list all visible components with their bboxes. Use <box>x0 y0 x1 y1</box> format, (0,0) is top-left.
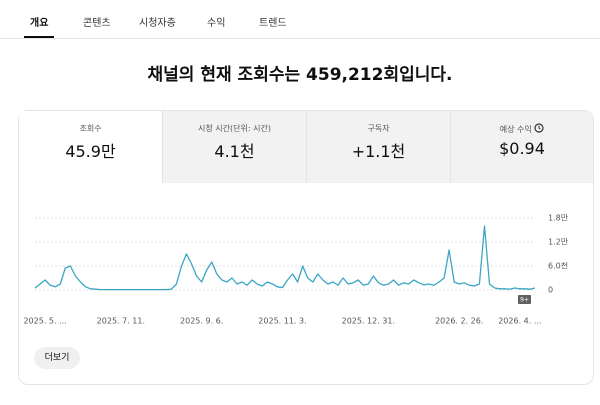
badge-bg <box>518 295 531 304</box>
x-tick-label: 2025. 11. 3. <box>258 317 306 326</box>
metric-tile[interactable]: 예상 수익 $0.94 <box>451 111 593 183</box>
more-button[interactable]: 더보기 <box>34 347 80 369</box>
y-tick-label: 0 <box>548 286 553 295</box>
x-tick-label: 2026. 2. 26. <box>435 317 483 326</box>
metric-value: 4.1천 <box>214 142 255 161</box>
x-tick-label: 2025. 5. ... <box>23 317 66 326</box>
clock-icon <box>534 123 544 133</box>
badge: 9+ <box>520 297 529 304</box>
y-tick-label: 1.2만 <box>548 238 569 247</box>
metric-value: $0.94 <box>499 139 545 158</box>
y-tick-label: 1.8만 <box>548 214 569 223</box>
metric-label: 구독자 <box>367 124 390 133</box>
tab-divider <box>0 38 600 39</box>
tab[interactable]: 시청자층 <box>139 18 176 29</box>
metric-label: 시청 시간(단위: 시간) <box>198 124 271 133</box>
tab[interactable]: 수익 <box>207 18 226 29</box>
x-tick-label: 2025. 9. 6. <box>180 317 223 326</box>
metric-value: 45.9만 <box>65 142 116 161</box>
headline: 채널의 현재 조회수는 459,212회입니다. <box>147 65 453 85</box>
metric-tile[interactable]: 시청 시간(단위: 시간) 4.1천 <box>163 111 307 183</box>
x-tick-label: 2025. 7. 11. <box>97 317 145 326</box>
tab-underline <box>24 36 54 38</box>
metric-tile[interactable]: 조회수 45.9만 <box>19 111 163 183</box>
x-tick-label: 2025. 12. 31. <box>342 317 395 326</box>
metric-label: 조회수 <box>79 124 102 133</box>
y-tick-label: 6.0천 <box>548 261 568 271</box>
card <box>18 110 594 385</box>
metric-value: +1.1천 <box>351 142 406 161</box>
metric-label-text: 예상 수익 <box>499 125 532 134</box>
tab[interactable]: 개요 <box>30 18 49 29</box>
metric-tile[interactable]: 구독자 +1.1천 <box>307 111 451 183</box>
tab[interactable]: 트렌드 <box>259 18 287 29</box>
series-line <box>34 225 536 291</box>
metric-label: 예상 수익 <box>451 123 593 135</box>
tab[interactable]: 콘텐츠 <box>83 18 111 29</box>
x-tick-label: 2026. 4. ... <box>498 317 541 326</box>
